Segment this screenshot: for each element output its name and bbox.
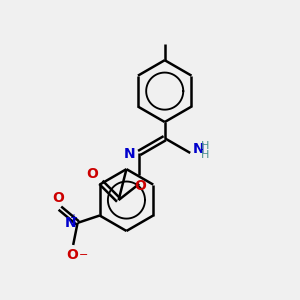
Text: O: O bbox=[87, 167, 99, 181]
Text: O: O bbox=[52, 191, 64, 205]
Text: O: O bbox=[66, 248, 78, 262]
Text: N: N bbox=[193, 142, 204, 156]
Text: H: H bbox=[200, 142, 209, 152]
Text: −: − bbox=[79, 250, 88, 260]
Text: O: O bbox=[134, 178, 146, 193]
Text: N: N bbox=[124, 147, 136, 161]
Text: H: H bbox=[200, 150, 209, 160]
Text: +: + bbox=[69, 213, 77, 223]
Text: N: N bbox=[64, 216, 76, 230]
